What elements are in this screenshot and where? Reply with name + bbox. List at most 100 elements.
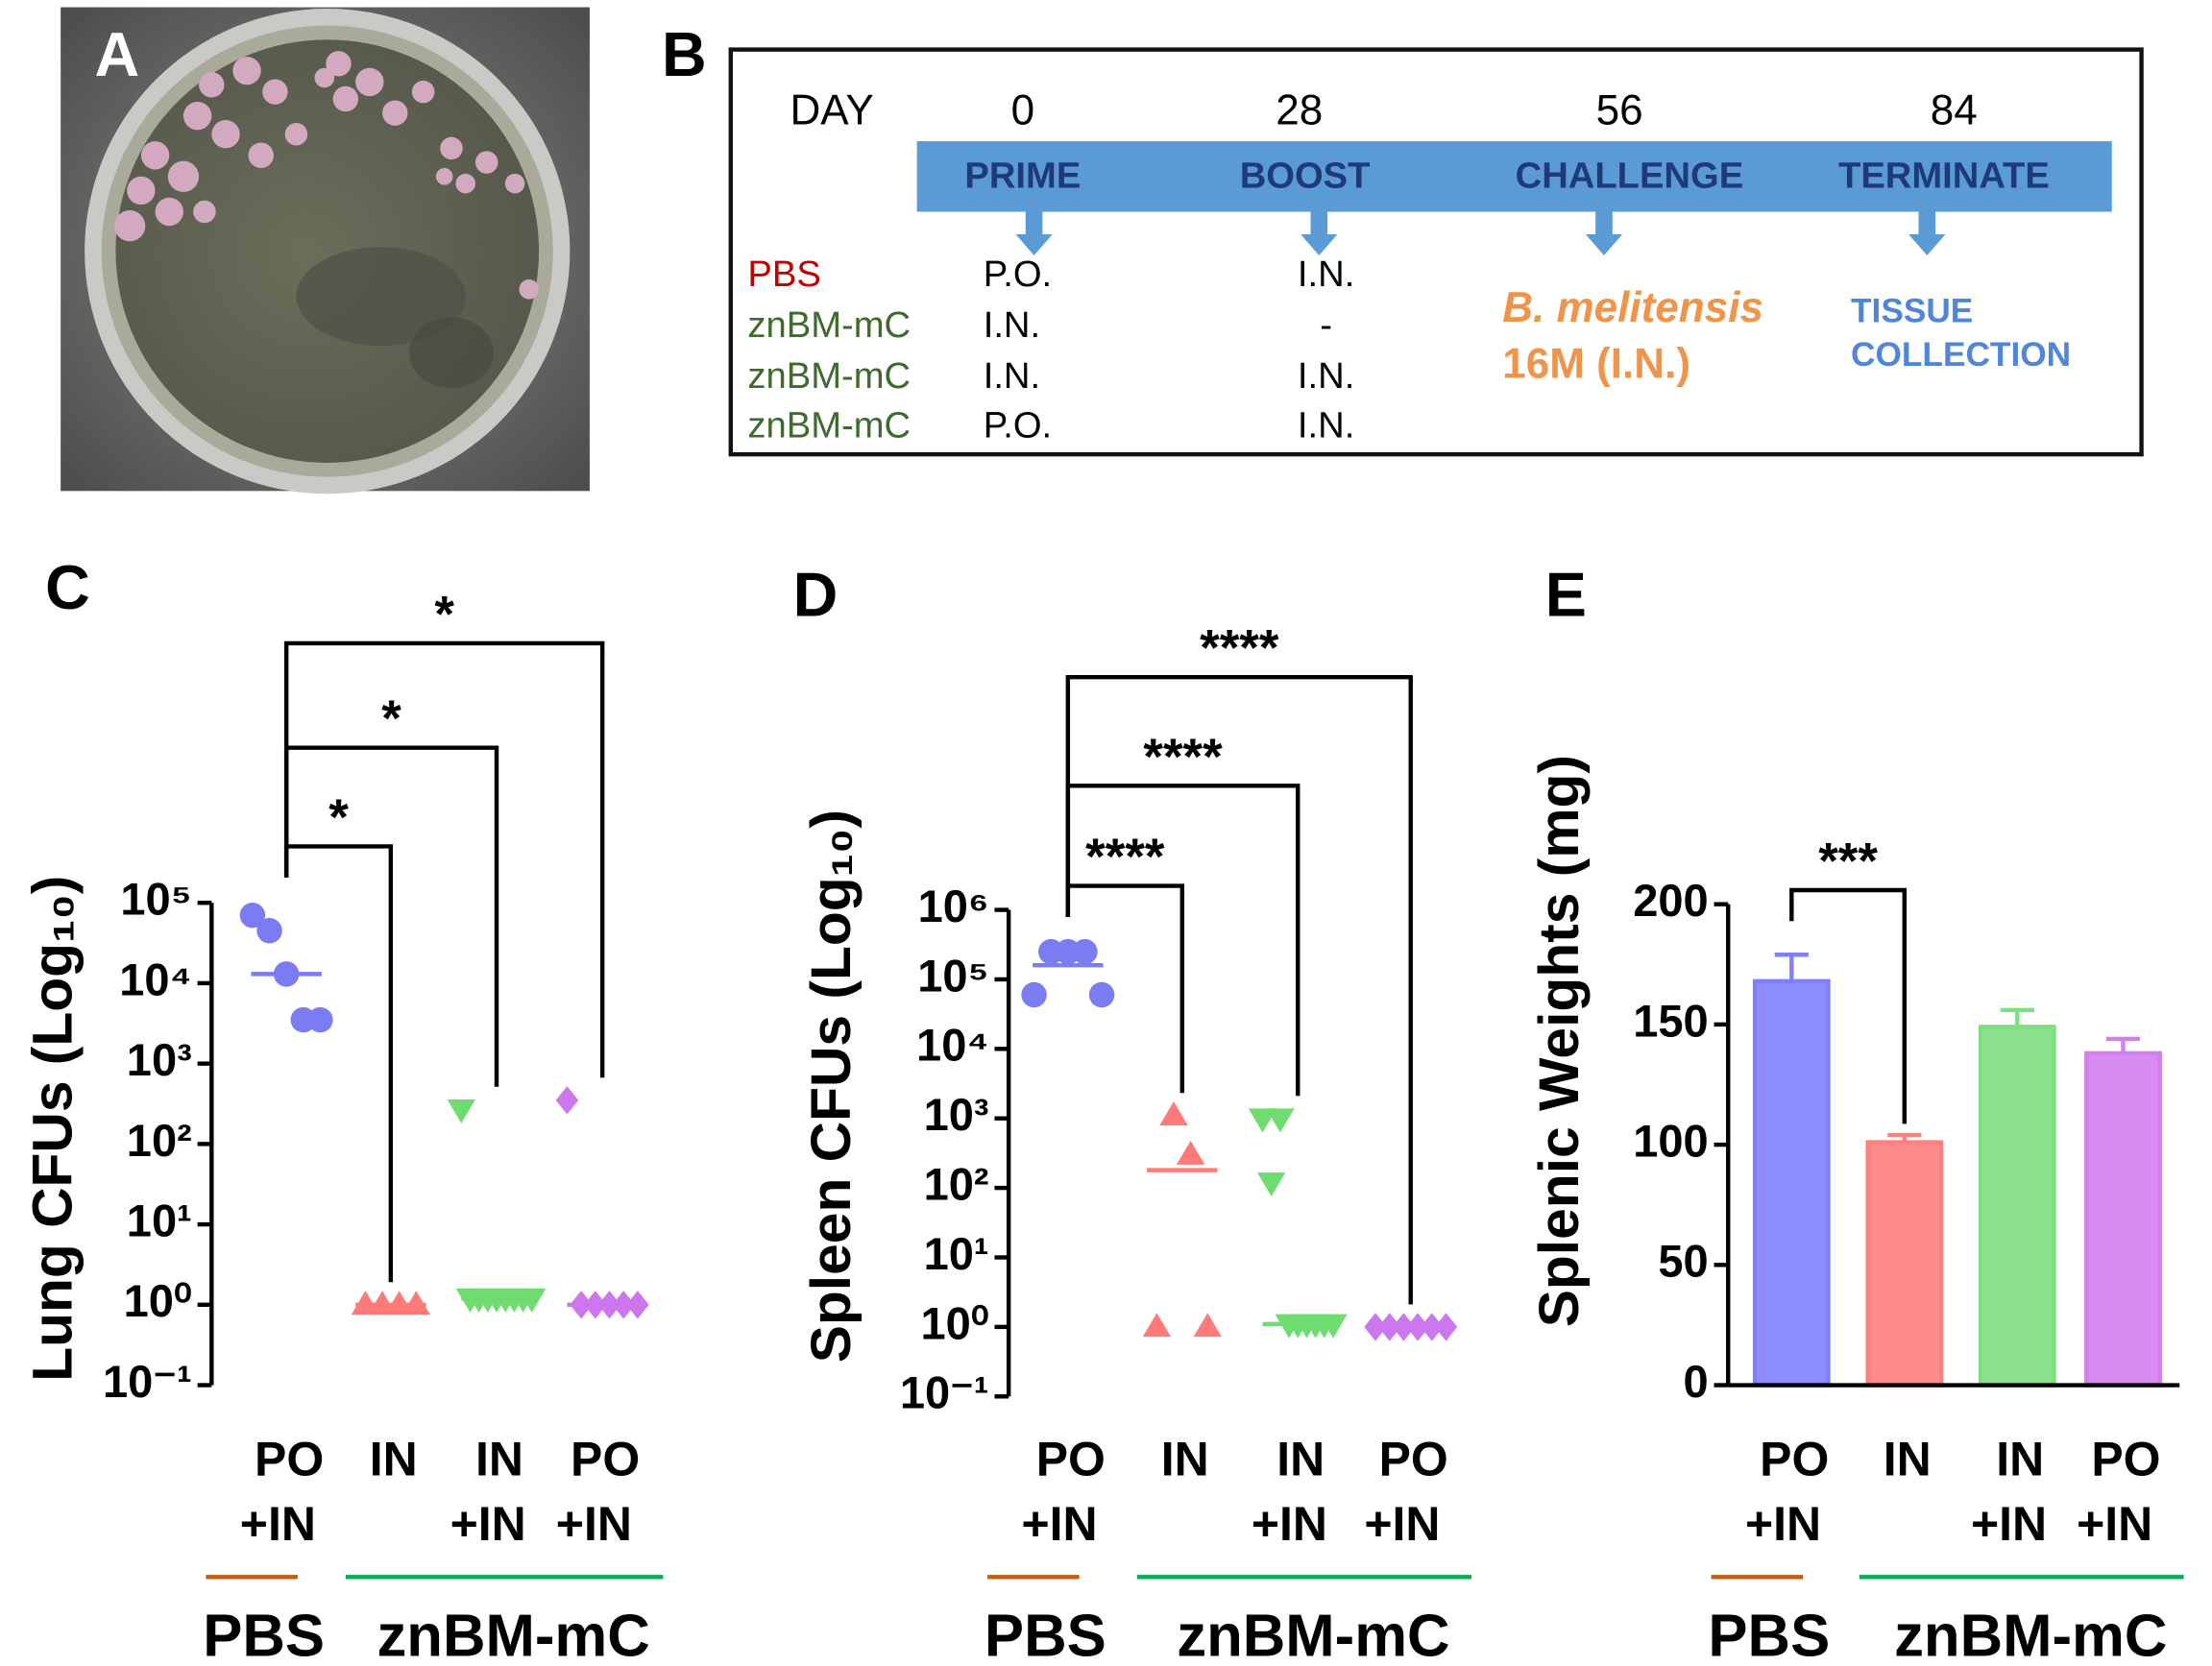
- data-point: [307, 1006, 333, 1033]
- y-tick-label: 10⁵: [120, 874, 191, 925]
- y-tick-label: 10⁶: [918, 881, 989, 931]
- group-label: znBM-mC: [1177, 1604, 1449, 1666]
- significance-label: ****: [1200, 620, 1279, 677]
- x-tick-label: PO: [571, 1432, 640, 1485]
- collection-text: TISSUE: [1851, 293, 1973, 330]
- group-name: PBS: [747, 254, 820, 295]
- x-tick-label: PO: [1036, 1432, 1106, 1485]
- y-tick-label: 10²: [127, 1115, 192, 1166]
- down-arrow: [1300, 211, 1338, 256]
- day-number: 56: [1596, 86, 1643, 133]
- challenge-text: B. melitensis: [1502, 284, 1763, 331]
- significance-label: *: [381, 690, 401, 747]
- data-point: [1021, 981, 1047, 1008]
- y-tick-label: 10⁻¹: [900, 1367, 989, 1418]
- y-tick-label: 10¹: [127, 1195, 192, 1246]
- down-arrow: [1908, 211, 1946, 256]
- x-tick-label: IN: [1996, 1432, 2044, 1485]
- data-point: [1072, 938, 1098, 965]
- challenge-text: 16M (I.N.): [1502, 341, 1690, 388]
- x-tick-label: PO: [2091, 1432, 2160, 1485]
- y-tick-label: 50: [1658, 1236, 1708, 1287]
- panel-letter: B: [662, 20, 707, 89]
- stage-label: PRIME: [964, 155, 1081, 196]
- bar: [2084, 1050, 2162, 1388]
- boost-route: I.N.: [1298, 404, 1354, 446]
- y-tick-label: 10⁵: [917, 950, 988, 1001]
- y-tick-label: 10¹: [924, 1228, 989, 1279]
- x-tick-label: +IN: [556, 1497, 632, 1551]
- y-axis-title: Lung CFUs (Log₁₀): [21, 876, 84, 1382]
- x-tick-label: +IN: [1252, 1497, 1327, 1551]
- x-tick-label: IN: [475, 1432, 523, 1485]
- data-point: [1257, 1172, 1286, 1197]
- y-axis-title: Spleen CFUs (Log₁₀): [800, 809, 863, 1363]
- significance-bracket: [1789, 887, 1908, 1124]
- x-tick-label: +IN: [450, 1497, 526, 1551]
- prime-route: I.N.: [984, 304, 1040, 346]
- prime-route: P.O.: [984, 254, 1052, 295]
- y-tick-label: 10³: [924, 1089, 989, 1140]
- data-point: [1193, 1313, 1222, 1338]
- x-tick-label: +IN: [1364, 1497, 1440, 1551]
- x-tick-label: PO: [1760, 1432, 1829, 1485]
- x-tick-label: +IN: [240, 1497, 316, 1551]
- x-tick-label: PO: [255, 1432, 324, 1485]
- y-tick-label: 200: [1633, 875, 1708, 926]
- x-tick-label: PO: [1379, 1432, 1448, 1485]
- panel-letter: E: [1545, 560, 1587, 629]
- collection-text: COLLECTION: [1851, 336, 2071, 374]
- down-arrow: [1015, 211, 1053, 256]
- x-tick-label: IN: [370, 1432, 418, 1485]
- y-tick-label: 100: [1633, 1116, 1708, 1167]
- y-tick-label: 10²: [924, 1159, 989, 1210]
- data-point: [1142, 1313, 1172, 1338]
- panel-letter: A: [95, 20, 140, 89]
- bar: [1978, 1025, 2056, 1388]
- panel-letter: D: [793, 560, 839, 629]
- x-tick-label: +IN: [1745, 1497, 1821, 1551]
- significance-label: ****: [1085, 829, 1165, 885]
- significance-label: ****: [1143, 729, 1223, 785]
- group-label: PBS: [1708, 1604, 1830, 1666]
- timeline-frame: [728, 47, 2144, 457]
- y-tick-label: 10⁰: [124, 1275, 192, 1326]
- data-point: [555, 1086, 579, 1115]
- x-tick-label: +IN: [1971, 1497, 2047, 1551]
- x-tick-label: +IN: [2077, 1497, 2152, 1551]
- x-tick-label: IN: [1884, 1432, 1932, 1485]
- data-point: [1159, 1101, 1188, 1125]
- day-number: 28: [1276, 86, 1323, 133]
- group-label: znBM-mC: [1894, 1604, 2167, 1666]
- y-axis-title: Splenic Weights (mg): [1528, 755, 1591, 1327]
- day-number: 84: [1931, 86, 1978, 133]
- significance-label: *: [434, 586, 454, 642]
- significance-bracket: [1065, 675, 1413, 1305]
- prime-route: I.N.: [984, 355, 1040, 397]
- group-name: znBM-mC: [747, 355, 911, 397]
- significance-bracket: [1065, 883, 1185, 1094]
- x-tick-label: +IN: [1021, 1497, 1097, 1551]
- significance-label: *: [328, 789, 349, 846]
- day-label: DAY: [790, 86, 874, 133]
- y-tick-label: 10³: [127, 1034, 192, 1085]
- data-point: [256, 918, 282, 944]
- chart: C Lung CFUs (Log₁₀) 10⁻¹ 10⁰ 10¹ 10² 10³ 10⁴ 10⁵…: [21, 553, 664, 1666]
- group-name: znBM-mC: [747, 304, 911, 346]
- boost-route: I.N.: [1298, 355, 1354, 397]
- y-tick-label: 10⁰: [920, 1297, 988, 1348]
- panel-letter: C: [45, 553, 90, 622]
- charts: C Lung CFUs (Log₁₀) 10⁻¹ 10⁰ 10¹ 10² 10³ 10⁴ 10⁵…: [21, 553, 2184, 1666]
- chart: E Splenic Weights (mg) 0 50 100 150 200 PO +IN IN…: [1528, 560, 2184, 1666]
- bar: [1752, 978, 1831, 1388]
- group-label: znBM-mC: [377, 1604, 649, 1666]
- group-label: PBS: [984, 1604, 1106, 1666]
- timeline: DAY 0 28 56 84 PRIME BOOST CHALLENGE TERMINATE PB…: [747, 86, 2071, 446]
- y-tick-label: 150: [1633, 995, 1708, 1046]
- group-name: znBM-mC: [747, 404, 911, 446]
- day-number: 0: [1011, 86, 1035, 133]
- stage-label: BOOST: [1240, 155, 1371, 196]
- data-point: [1176, 1140, 1205, 1165]
